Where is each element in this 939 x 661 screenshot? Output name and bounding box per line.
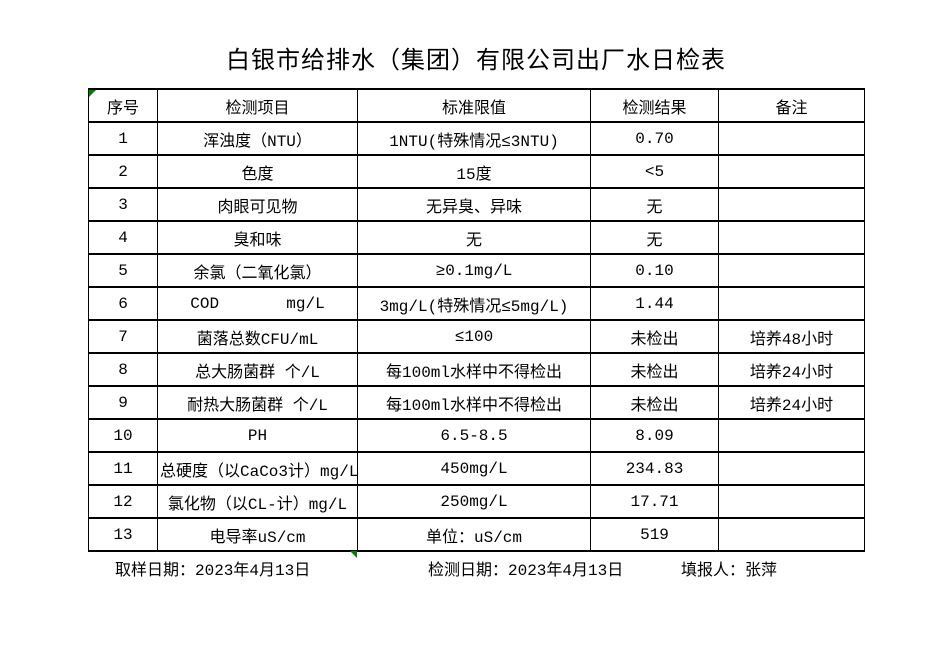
column-header: 序号 bbox=[88, 88, 158, 123]
table-cell: 3 bbox=[88, 187, 158, 222]
table-cell: 总大肠菌群 个/L bbox=[157, 352, 358, 387]
table-cell: 6.5-8.5 bbox=[357, 418, 591, 453]
table-cell: 2 bbox=[88, 154, 158, 189]
table-row: 3 肉眼可见物 无异臭、异味无 bbox=[88, 187, 865, 222]
page-title: 白银市给排水（集团）有限公司出厂水日检表 bbox=[226, 49, 726, 76]
table-cell: 培养24小时 bbox=[718, 352, 865, 387]
column-header: 检测结果 bbox=[590, 88, 719, 123]
table-cell: PH bbox=[157, 418, 358, 453]
green-bottom-marker-icon bbox=[350, 551, 357, 558]
table-cell: 519 bbox=[590, 517, 719, 552]
table-cell: 无 bbox=[590, 187, 719, 222]
table-cell: 11 bbox=[88, 451, 158, 486]
table-cell: 无 bbox=[590, 220, 719, 255]
table-row: 12 氯化物（以CL-计）mg/L 250mg/L 17.71 bbox=[88, 484, 865, 519]
table-cell: 4 bbox=[88, 220, 158, 255]
table-cell: ≥0.1mg/L bbox=[357, 253, 591, 288]
table-cell: 8 bbox=[88, 352, 158, 387]
inspection-table: 序号 检测项目 标准限值 检测结果 备注 1 浑浊度（NTU） 1NTU(特殊情况≤3NTU… bbox=[88, 88, 865, 552]
table-cell: 3mg/L(特殊情况≤5mg/L) bbox=[357, 286, 591, 321]
table-cell: 耐热大肠菌群 个/L bbox=[157, 385, 358, 420]
table-cell: 1.44 bbox=[590, 286, 719, 321]
table-row: 2 色度 15度 <5 bbox=[88, 154, 865, 189]
sampling-date-label: 取样日期：2023年4月13日 bbox=[115, 562, 311, 580]
reporter-label: 填报人：张萍 bbox=[681, 562, 778, 580]
table-cell: 总硬度（以CaCo3计）mg/L bbox=[157, 451, 358, 486]
table-cell: 无 bbox=[357, 220, 591, 255]
footer: 取样日期：2023年4月13日 检测日期：2023年4月13日 填报人：张萍 bbox=[0, 556, 939, 580]
table-cell: 肉眼可见物 bbox=[157, 187, 358, 222]
table-cell: 13 bbox=[88, 517, 158, 552]
table-cell: 每100ml水样中不得检出 bbox=[357, 385, 591, 420]
table-cell: COD mg/L bbox=[157, 286, 358, 321]
table-cell: 浑浊度（NTU） bbox=[157, 121, 358, 156]
table-cell: 8.09 bbox=[590, 418, 719, 453]
table-cell bbox=[718, 121, 865, 156]
table-cell bbox=[718, 253, 865, 288]
table-cell: 5 bbox=[88, 253, 158, 288]
table-row: 7 菌落总数CFU/mL ≤100 未检出 培养48小时 bbox=[88, 319, 865, 354]
table-cell: 培养24小时 bbox=[718, 385, 865, 420]
table-cell: 色度 bbox=[157, 154, 358, 189]
table-cell bbox=[718, 418, 865, 453]
table-cell: 未检出 bbox=[590, 385, 719, 420]
table-cell: 臭和味 bbox=[157, 220, 358, 255]
table-row: 10 PH 6.5-8.5 8.09 bbox=[88, 418, 865, 453]
table-cell: 电导率uS/cm bbox=[157, 517, 358, 552]
table-cell bbox=[718, 484, 865, 519]
header-row: 序号 检测项目 标准限值 检测结果 备注 bbox=[88, 88, 865, 123]
column-header: 检测项目 bbox=[157, 88, 358, 123]
table-row: 4 臭和味无无 bbox=[88, 220, 865, 255]
table-cell: <5 bbox=[590, 154, 719, 189]
table-row: 9 耐热大肠菌群 个/L 每100ml水样中不得检出 未检出 培养24小时 bbox=[88, 385, 865, 420]
test-date-label: 检测日期：2023年4月13日 bbox=[428, 562, 624, 580]
column-header: 标准限值 bbox=[357, 88, 591, 123]
table-cell: 7 bbox=[88, 319, 158, 354]
column-header: 备注 bbox=[718, 88, 865, 123]
table-cell: 每100ml水样中不得检出 bbox=[357, 352, 591, 387]
table-cell: 450mg/L bbox=[357, 451, 591, 486]
table-row: 5 余氯（二氧化氯） ≥0.1mg/L 0.10 bbox=[88, 253, 865, 288]
table-cell: 菌落总数CFU/mL bbox=[157, 319, 358, 354]
table-cell: 15度 bbox=[357, 154, 591, 189]
table-cell: 9 bbox=[88, 385, 158, 420]
table-cell: 6 bbox=[88, 286, 158, 321]
table-cell: 10 bbox=[88, 418, 158, 453]
table-cell: 0.70 bbox=[590, 121, 719, 156]
table-cell bbox=[718, 220, 865, 255]
table-cell: 1NTU(特殊情况≤3NTU) bbox=[357, 121, 591, 156]
table-cell: 培养48小时 bbox=[718, 319, 865, 354]
table-cell: 未检出 bbox=[590, 319, 719, 354]
table-cell bbox=[718, 286, 865, 321]
table-row: 1 浑浊度（NTU） 1NTU(特殊情况≤3NTU) 0.70 bbox=[88, 121, 865, 156]
table-cell bbox=[718, 517, 865, 552]
table-row: 11 总硬度（以CaCo3计）mg/L 450mg/L 234.83 bbox=[88, 451, 865, 486]
table-cell: 余氯（二氧化氯） bbox=[157, 253, 358, 288]
table-row: 8 总大肠菌群 个/L 每100ml水样中不得检出 未检出 培养24小时 bbox=[88, 352, 865, 387]
table-cell: ≤100 bbox=[357, 319, 591, 354]
table-cell: 17.71 bbox=[590, 484, 719, 519]
table-cell: 无异臭、异味 bbox=[357, 187, 591, 222]
table-cell: 1 bbox=[88, 121, 158, 156]
table-cell: 氯化物（以CL-计）mg/L bbox=[157, 484, 358, 519]
table-cell: 12 bbox=[88, 484, 158, 519]
table-cell bbox=[718, 154, 865, 189]
table-cell: 234.83 bbox=[590, 451, 719, 486]
table-row: 13 电导率uS/cm 单位：uS/cm 519 bbox=[88, 517, 865, 552]
table-cell: 0.10 bbox=[590, 253, 719, 288]
table-cell bbox=[718, 187, 865, 222]
table-row: 6 COD mg/L 3mg/L(特殊情况≤5mg/L) 1.44 bbox=[88, 286, 865, 321]
table-cell: 未检出 bbox=[590, 352, 719, 387]
table-cell: 单位：uS/cm bbox=[357, 517, 591, 552]
table-cell: 250mg/L bbox=[357, 484, 591, 519]
table-cell bbox=[718, 451, 865, 486]
